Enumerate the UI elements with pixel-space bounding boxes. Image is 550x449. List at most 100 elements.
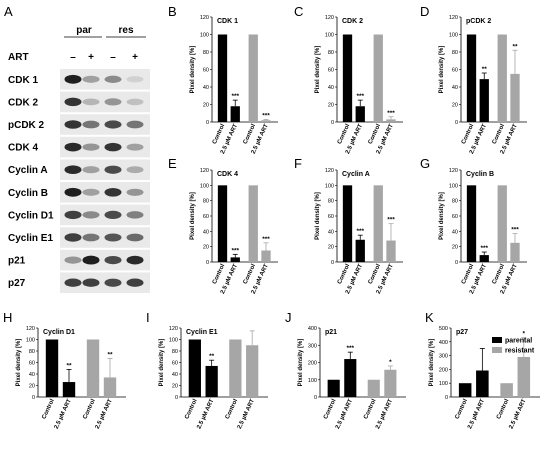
- y-tick-label: 100: [325, 183, 334, 189]
- panel-letter: J: [285, 310, 292, 325]
- protein-label: Cyclin D1: [8, 210, 54, 221]
- y-axis-label: Pixel density [%]: [190, 192, 196, 240]
- blot-band: [82, 233, 100, 242]
- bar-resistant: [103, 377, 117, 397]
- group-label-res: res: [118, 25, 133, 36]
- bar-parental: [188, 339, 201, 397]
- bar-parental: [205, 365, 218, 397]
- y-tick-label: 40: [203, 229, 209, 235]
- y-tick-label: 100: [325, 33, 334, 39]
- y-tick-label: 60: [203, 214, 209, 220]
- bar-resistant: [229, 339, 242, 397]
- treatment-sign-3: +: [132, 52, 138, 63]
- significance-marker: *: [523, 331, 526, 338]
- y-axis-label: Pixel density [%]: [16, 339, 22, 387]
- protein-label: CDK 2: [8, 97, 38, 108]
- blot-band: [126, 278, 144, 287]
- y-axis-label: Pixel density [%]: [190, 46, 196, 94]
- blot-band: [104, 120, 122, 129]
- y-tick-label: 0: [455, 260, 458, 266]
- blot-band: [104, 278, 122, 287]
- treatment-sign-1: +: [88, 52, 94, 63]
- bar-parental: [45, 339, 59, 397]
- protein-label: CDK 4: [8, 143, 38, 154]
- bar-parental: [342, 34, 353, 122]
- y-tick-label: 20: [452, 245, 458, 251]
- bar-resistant: [246, 345, 259, 397]
- treatment-label: ART: [8, 52, 29, 63]
- y-tick-label: 120: [325, 168, 334, 174]
- y-tick-label: 60: [452, 68, 458, 74]
- chart-title: CDK 4: [217, 171, 238, 178]
- legend-label-resistant: resistant: [505, 348, 535, 355]
- blot-band: [82, 75, 100, 83]
- blot-band: [64, 74, 82, 84]
- bar-parental: [217, 34, 228, 122]
- y-tick-label: 60: [328, 68, 334, 74]
- chart-h: H Cyclin D1 0 20 40 60 80 100 120 Pixel density […: [3, 310, 126, 430]
- y-tick-label: 100: [26, 338, 35, 344]
- y-tick-label: 400: [308, 326, 317, 332]
- blot-band: [82, 255, 100, 265]
- blot-band: [64, 210, 82, 220]
- legend-swatch-resistant: [492, 347, 502, 353]
- legend-swatch-parental: [492, 337, 502, 343]
- y-tick-label: 0: [455, 120, 458, 126]
- blot-band: [64, 256, 82, 264]
- significance-marker: ***: [480, 245, 488, 252]
- bar-parental: [344, 359, 357, 397]
- bar-parental: [466, 34, 477, 122]
- y-tick-label: 80: [29, 349, 35, 355]
- blot-band: [104, 210, 122, 220]
- bar-parental: [355, 239, 365, 262]
- panel-letter: G: [420, 156, 430, 171]
- blot-band: [104, 75, 122, 83]
- blot-band: [64, 97, 82, 107]
- y-axis-label: Pixel density [%]: [159, 339, 165, 387]
- panel-letter: H: [3, 310, 12, 325]
- y-tick-label: 500: [439, 326, 448, 332]
- bar-resistant: [373, 185, 383, 262]
- bar-parental: [327, 379, 340, 397]
- y-tick-label: 0: [175, 395, 178, 401]
- blot-band: [126, 98, 144, 106]
- y-tick-label: 100: [449, 33, 458, 39]
- blot-band: [82, 143, 100, 151]
- panel-letter: I: [146, 310, 150, 325]
- y-tick-label: 0: [445, 395, 448, 401]
- protein-label: p27: [8, 278, 26, 289]
- significance-marker: ***: [346, 345, 354, 352]
- y-tick-label: 60: [203, 68, 209, 74]
- y-tick-label: 0: [206, 260, 209, 266]
- y-tick-label: 40: [328, 85, 334, 91]
- blot-band: [104, 98, 122, 106]
- chart-title: Cyclin D1: [43, 329, 75, 336]
- bar-parental: [342, 185, 353, 262]
- y-tick-label: 20: [203, 245, 209, 251]
- significance-marker: **: [512, 43, 518, 50]
- protein-label: Cyclin E1: [8, 233, 53, 244]
- bar-resistant: [261, 250, 271, 262]
- blot-band: [64, 165, 82, 175]
- y-tick-label: 300: [308, 343, 317, 349]
- blot-band: [82, 278, 100, 287]
- y-tick-label: 80: [203, 50, 209, 56]
- bar-resistant: [367, 379, 380, 397]
- y-tick-label: 60: [328, 214, 334, 220]
- blot-band: [64, 278, 82, 287]
- blot-band: [82, 188, 100, 196]
- western-blot-panel: par res ART – + – + CDK 1 CDK 2 pCDK 2 CDK 4 Cyclin…: [8, 25, 150, 293]
- bar-resistant: [386, 119, 396, 122]
- chart-title: Cyclin E1: [186, 329, 218, 336]
- y-tick-label: 120: [449, 15, 458, 21]
- significance-marker: ***: [231, 247, 239, 254]
- blot-band: [64, 187, 82, 197]
- y-tick-label: 40: [328, 229, 334, 235]
- y-tick-label: 20: [328, 245, 334, 251]
- blot-band: [126, 188, 144, 196]
- y-tick-label: 120: [169, 326, 178, 332]
- bar-parental: [230, 106, 240, 122]
- chart-title: pCDK 2: [466, 18, 491, 25]
- y-axis-label: Pixel density [%]: [429, 339, 435, 387]
